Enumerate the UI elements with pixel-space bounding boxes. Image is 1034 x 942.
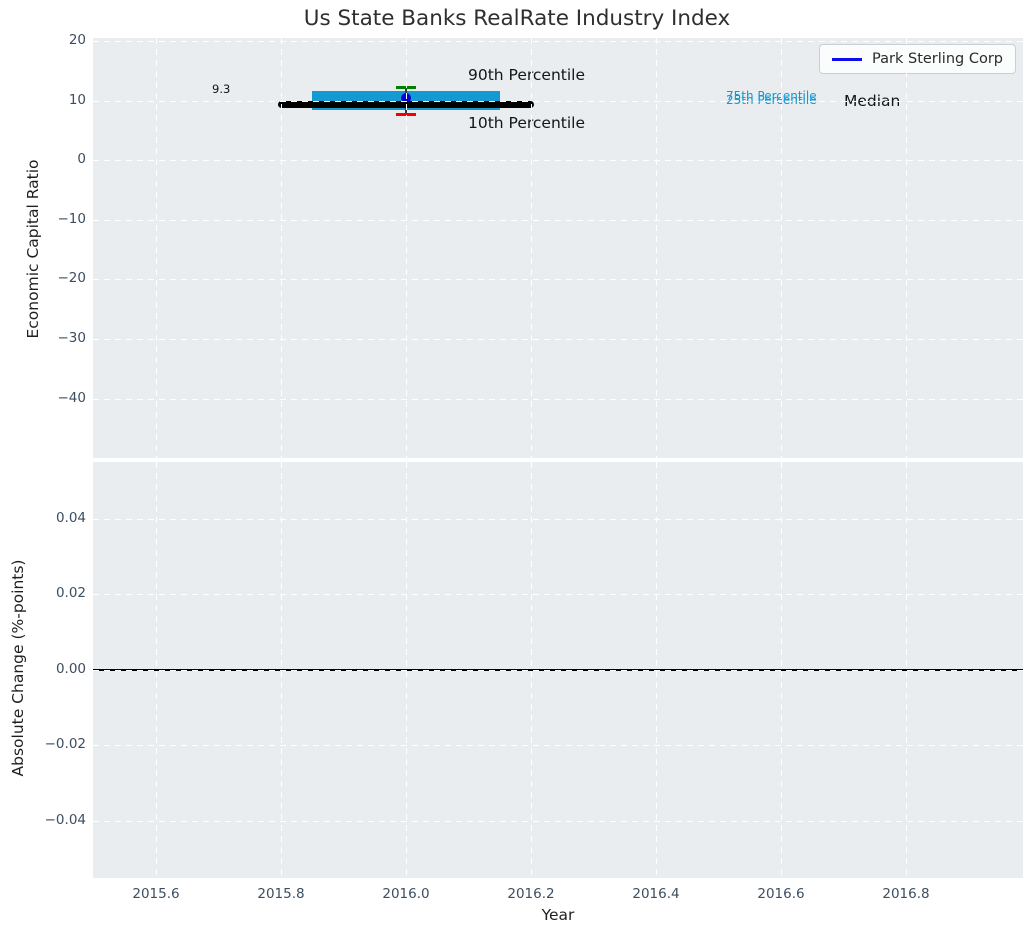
p75-annotation: 75th Percentile (726, 89, 817, 103)
chart-title: Us State Banks RealRate Industry Index (303, 6, 731, 31)
gridline-vertical (906, 38, 907, 458)
legend: Park Sterling Corp (819, 44, 1016, 74)
gridline-vertical (531, 38, 532, 458)
y-tick-label: −0.04 (44, 811, 86, 828)
bottom-plot-area (93, 462, 1023, 878)
x-tick-label: 2015.8 (257, 886, 305, 902)
top-plot-area: 9.3 90th Percentile 10th Percentile 75th… (93, 38, 1023, 458)
y-tick-label: −0.02 (44, 736, 86, 752)
gridline-vertical (156, 38, 157, 458)
x-tick-label: 2016.8 (882, 886, 930, 902)
median-value-label: 9.3 (212, 82, 231, 96)
y-axis-label-top: Economic Capital Ratio (24, 159, 42, 339)
y-tick-label: 10 (68, 91, 86, 108)
x-axis-label: Year (541, 906, 575, 924)
y-tick-label: 0.04 (55, 509, 86, 526)
x-tick-label: 2016.2 (507, 886, 555, 902)
gridline-horizontal (93, 339, 1023, 340)
y-tick-label: 20 (68, 32, 86, 49)
y-tick-label: −40 (57, 389, 87, 406)
gridline-horizontal (93, 279, 1023, 281)
y-tick-label: 0.00 (55, 660, 86, 677)
gridline-horizontal (93, 820, 1023, 822)
gridline-horizontal (93, 100, 1023, 102)
gridline-vertical (656, 38, 657, 458)
gridline-horizontal (93, 219, 1023, 221)
gridline-horizontal (93, 669, 1023, 671)
gridline-vertical (406, 38, 407, 458)
legend-line-sample (832, 57, 863, 61)
gridline-vertical (281, 38, 282, 458)
legend-label: Park Sterling Corp (872, 51, 1003, 67)
gridline-horizontal (93, 594, 1023, 595)
p10-annotation: 10th Percentile (468, 114, 586, 132)
y-tick-label: 0.02 (55, 585, 86, 601)
gridline-horizontal (93, 160, 1023, 162)
gridline-horizontal (93, 41, 1023, 43)
p90-annotation: 90th Percentile (468, 66, 586, 84)
gridline-horizontal (93, 398, 1023, 400)
gridline-horizontal (93, 518, 1023, 520)
x-tick-label: 2016.6 (757, 886, 805, 902)
y-tick-label: −30 (57, 330, 87, 346)
x-tick-label: 2016.0 (382, 886, 430, 902)
x-tick-label: 2015.6 (132, 886, 180, 902)
y-tick-label: 0 (77, 151, 86, 168)
y-tick-label: −10 (57, 210, 87, 227)
gridline-vertical (781, 38, 782, 458)
y-tick-label: −20 (57, 270, 87, 287)
gridline-horizontal (93, 745, 1023, 746)
p25-annotation: 25th Percentile (726, 92, 817, 107)
x-tick-label: 2016.4 (632, 886, 680, 902)
